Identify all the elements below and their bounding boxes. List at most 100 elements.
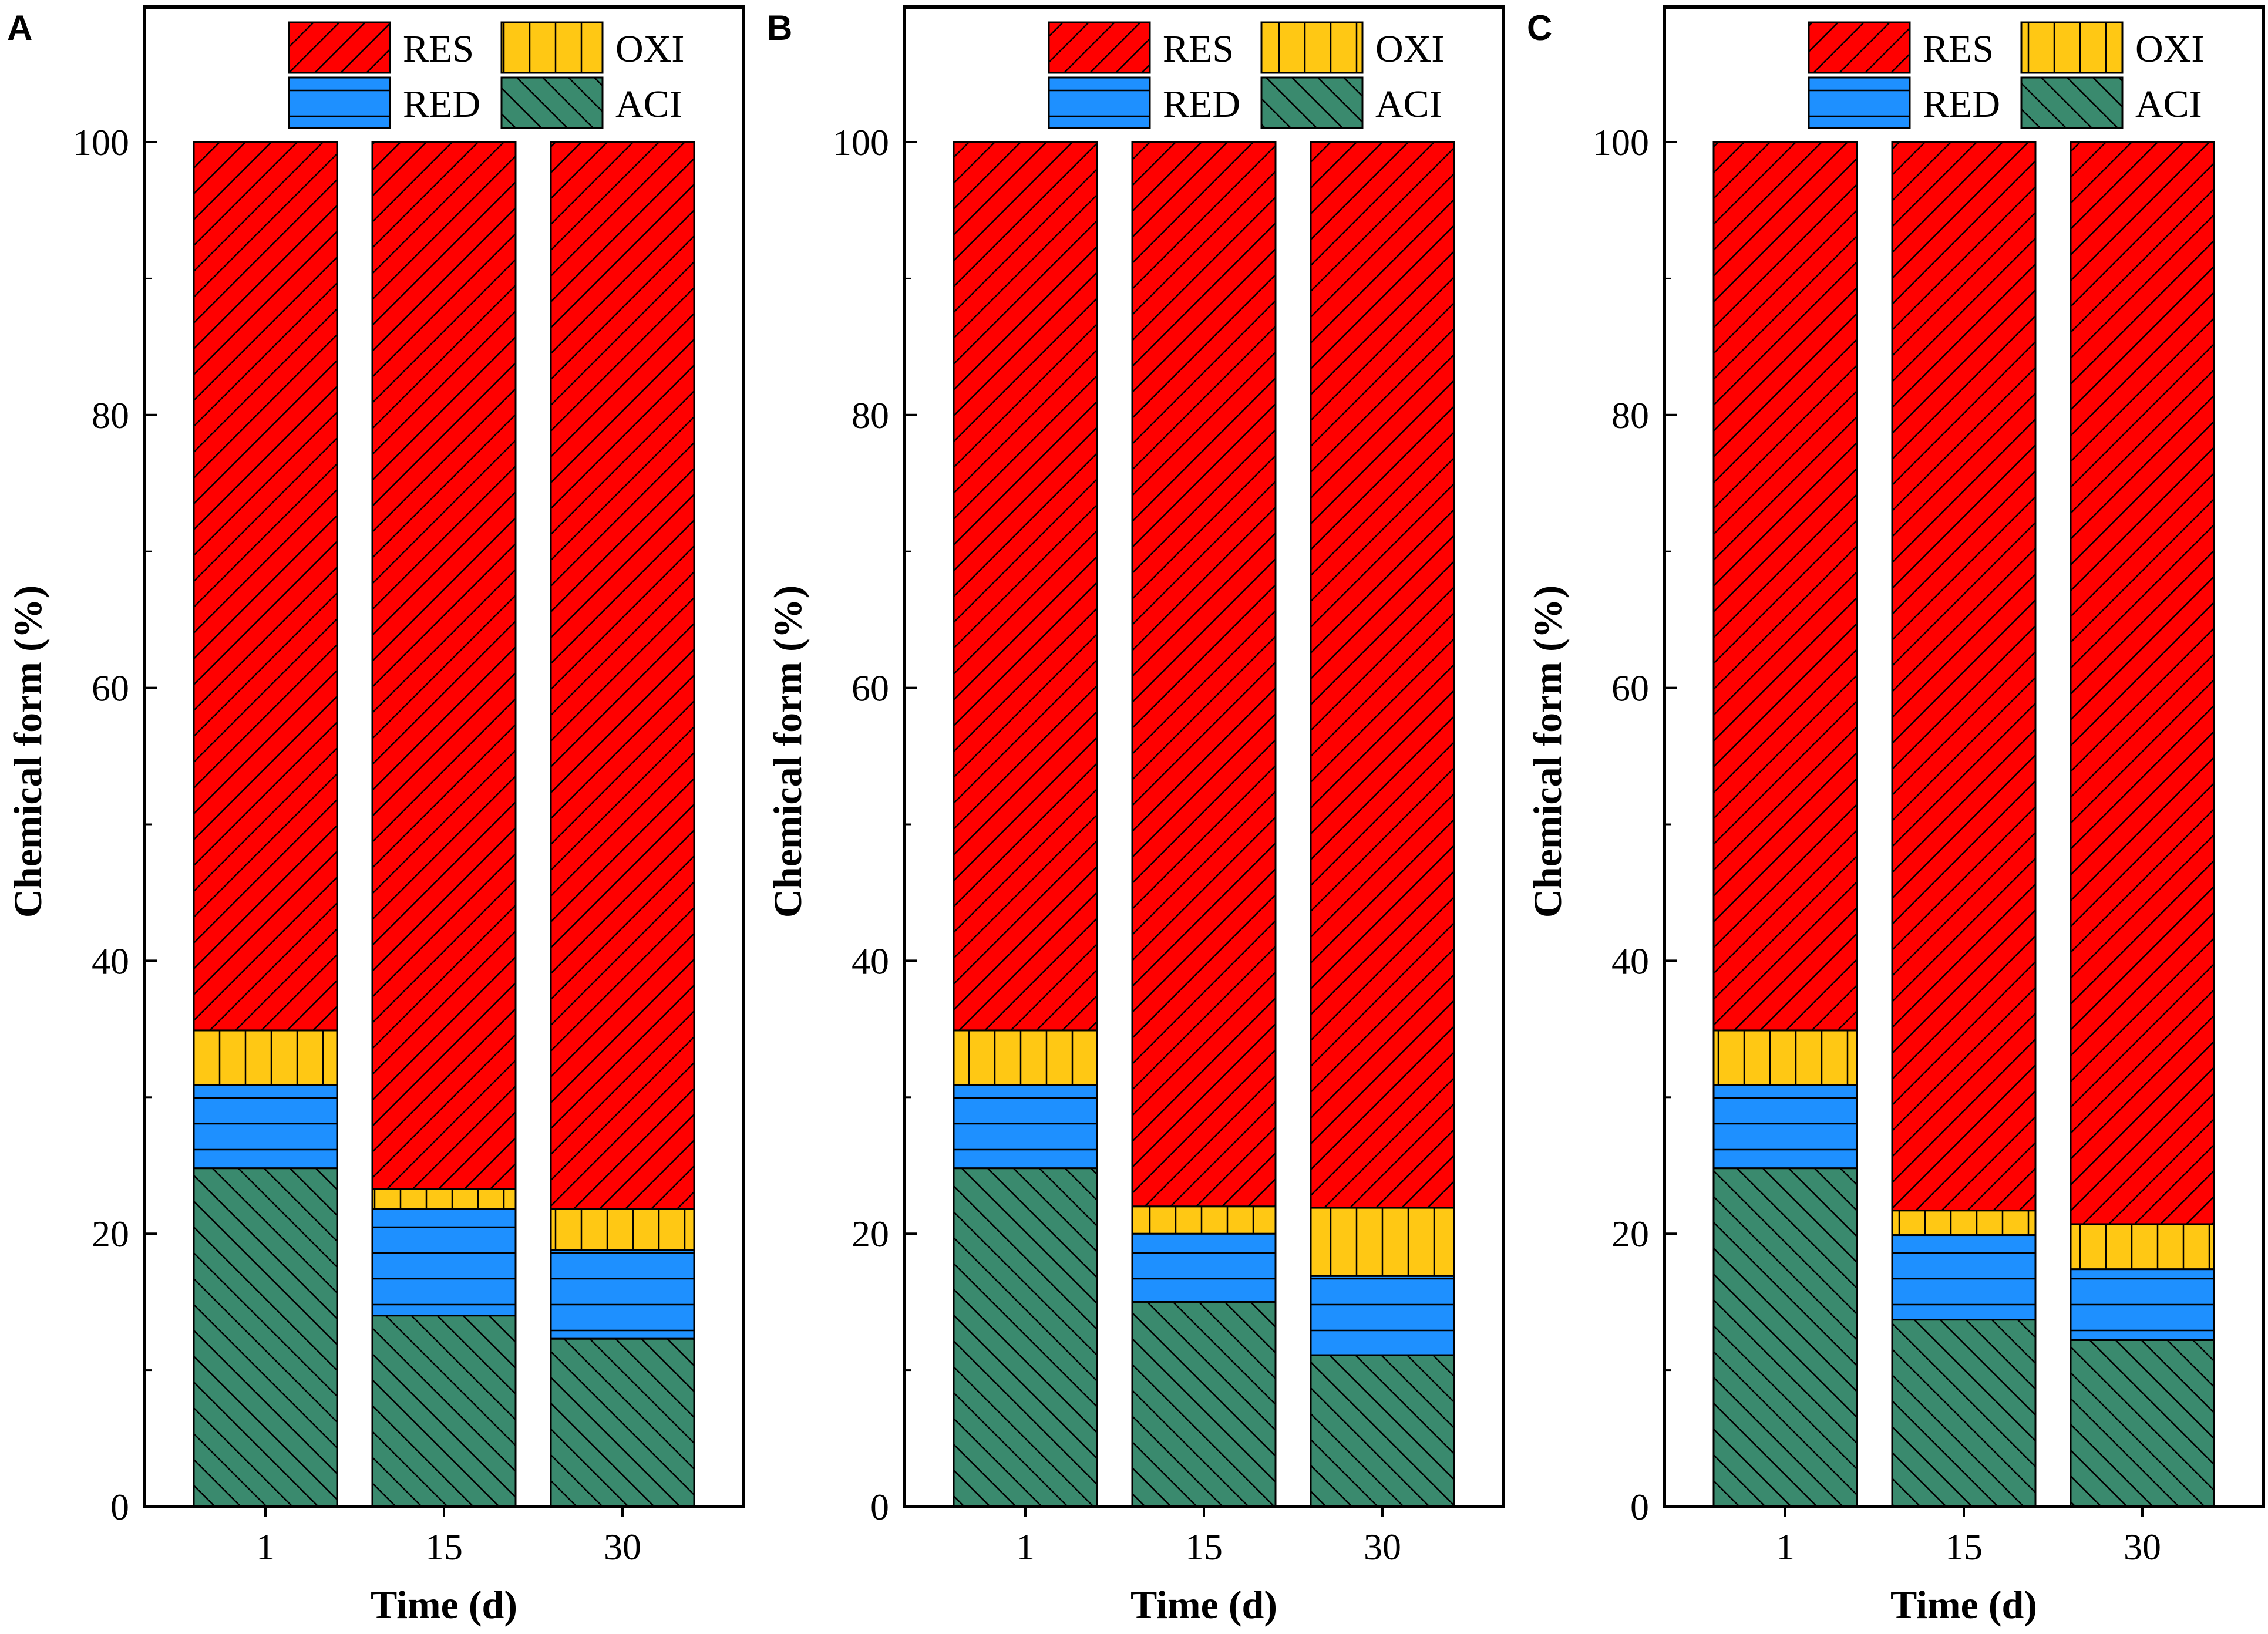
bar-segment-aci-1 bbox=[953, 1167, 1098, 1508]
y-tick-label: 60 bbox=[92, 668, 129, 709]
bar-segment-oxi-1 bbox=[1712, 1029, 1858, 1086]
legend-swatch-res bbox=[1048, 21, 1151, 74]
legend-swatch-aci bbox=[2020, 76, 2124, 129]
y-tick-label: 20 bbox=[92, 1213, 129, 1255]
bar-segment-aci-15 bbox=[371, 1315, 517, 1508]
y-tick-label: 40 bbox=[852, 940, 889, 982]
x-tick-label: 1 bbox=[1776, 1526, 1795, 1568]
bar-segment-aci-15 bbox=[1131, 1301, 1277, 1508]
panel-label: C bbox=[1527, 8, 1552, 48]
bar-segment-red-15 bbox=[1131, 1232, 1277, 1303]
bar-segment-red-1 bbox=[953, 1084, 1098, 1170]
y-axis-title: Chemical form (%) bbox=[1525, 585, 1570, 918]
y-axis-title: Chemical form (%) bbox=[765, 585, 810, 918]
bar-segment-oxi-15 bbox=[371, 1188, 517, 1210]
bar-segment-aci-30 bbox=[2070, 1339, 2215, 1508]
bar-segment-res-1 bbox=[953, 141, 1098, 1032]
x-tick-label: 1 bbox=[256, 1526, 275, 1568]
bar-segment-aci-15 bbox=[1891, 1319, 2037, 1508]
bar-segment-oxi-1 bbox=[953, 1029, 1098, 1086]
legend-label-red: RED bbox=[1163, 83, 1240, 126]
chart-panel-a: A 1 15 30 0 20 40 60 80 100 Time (d) Chemical form … bbox=[5, 5, 745, 1627]
legend-swatch-red bbox=[1048, 76, 1151, 129]
bar-segment-res-30 bbox=[1310, 141, 1455, 1209]
panel-label: A bbox=[7, 8, 32, 48]
legend-swatch-aci bbox=[1260, 76, 1364, 129]
legend-label-oxi: OXI bbox=[615, 28, 684, 70]
bar-segment-red-30 bbox=[1310, 1275, 1455, 1356]
legend-label-aci: ACI bbox=[615, 83, 682, 126]
legend-label-aci: ACI bbox=[2135, 83, 2202, 126]
y-tick-label: 80 bbox=[92, 395, 129, 436]
bar-segment-oxi-1 bbox=[193, 1029, 338, 1086]
legend-swatch-aci bbox=[500, 76, 604, 129]
y-tick-label: 80 bbox=[1611, 395, 1649, 436]
bar-segment-aci-1 bbox=[193, 1167, 338, 1508]
bar-segment-oxi-30 bbox=[1310, 1207, 1455, 1277]
bar-segment-red-15 bbox=[371, 1208, 517, 1317]
y-tick-label: 60 bbox=[1611, 668, 1649, 709]
bar-segment-red-15 bbox=[1891, 1234, 2037, 1321]
legend-label-red: RED bbox=[403, 83, 480, 126]
legend-swatch-red bbox=[1808, 76, 1911, 129]
chart-panel-c: C 1 15 30 0 20 40 60 80 100 Time (d) Chemical form … bbox=[1525, 5, 2265, 1627]
y-tick-label: 40 bbox=[92, 940, 129, 982]
legend-label-res: RES bbox=[1163, 28, 1234, 70]
bar-segment-red-1 bbox=[193, 1084, 338, 1170]
bar-segment-res-15 bbox=[371, 141, 517, 1190]
x-tick-label: 15 bbox=[1185, 1526, 1223, 1568]
x-axis-title: Time (d) bbox=[371, 1582, 517, 1627]
bar-segment-res-1 bbox=[193, 141, 338, 1032]
bar-segment-res-30 bbox=[550, 141, 695, 1210]
y-tick-label: 20 bbox=[852, 1213, 889, 1255]
y-tick-label: 100 bbox=[833, 122, 889, 163]
x-tick-label: 30 bbox=[604, 1526, 641, 1568]
bar-segment-oxi-30 bbox=[2070, 1223, 2215, 1271]
bar-segment-oxi-15 bbox=[1131, 1205, 1277, 1235]
bar-segment-aci-1 bbox=[1712, 1167, 1858, 1508]
x-axis-title: Time (d) bbox=[1130, 1582, 1277, 1627]
bar-segment-oxi-30 bbox=[550, 1208, 695, 1251]
legend-swatch-oxi bbox=[500, 21, 604, 74]
bar-segment-res-15 bbox=[1131, 141, 1277, 1208]
bar-segment-oxi-15 bbox=[1891, 1210, 2037, 1237]
legend-label-aci: ACI bbox=[1375, 83, 1442, 126]
legend-label-res: RES bbox=[1923, 28, 1994, 70]
bar-segment-red-1 bbox=[1712, 1084, 1858, 1170]
y-tick-label: 100 bbox=[73, 122, 129, 163]
bar-segment-res-1 bbox=[1712, 141, 1858, 1032]
bar-segment-red-30 bbox=[2070, 1268, 2215, 1341]
y-tick-label: 80 bbox=[852, 395, 889, 436]
legend-swatch-red bbox=[288, 76, 391, 129]
x-axis-title: Time (d) bbox=[1890, 1582, 2037, 1627]
bar-segment-res-30 bbox=[2070, 141, 2215, 1225]
x-tick-label: 15 bbox=[1945, 1526, 1983, 1568]
panel-label: B bbox=[767, 8, 792, 48]
chart-panel-b: B 1 15 30 0 20 40 60 80 100 Time (d) Chemical form … bbox=[765, 5, 1505, 1627]
legend-swatch-res bbox=[1808, 21, 1911, 74]
legend-label-red: RED bbox=[1923, 83, 2000, 126]
bar-segment-aci-30 bbox=[550, 1337, 695, 1508]
y-tick-label: 0 bbox=[110, 1486, 129, 1528]
legend-label-res: RES bbox=[403, 28, 474, 70]
y-tick-label: 40 bbox=[1611, 940, 1649, 982]
legend-label-oxi: OXI bbox=[2135, 28, 2204, 70]
x-tick-label: 1 bbox=[1016, 1526, 1035, 1568]
y-tick-label: 100 bbox=[1593, 122, 1649, 163]
bar-segment-res-15 bbox=[1891, 141, 2037, 1212]
x-tick-label: 30 bbox=[1364, 1526, 1401, 1568]
plot-frame bbox=[1663, 5, 2265, 1508]
y-tick-label: 20 bbox=[1611, 1213, 1649, 1255]
legend-swatch-res bbox=[288, 21, 391, 74]
y-tick-label: 0 bbox=[870, 1486, 889, 1528]
y-tick-label: 60 bbox=[852, 668, 889, 709]
x-tick-label: 15 bbox=[425, 1526, 463, 1568]
plot-frame bbox=[903, 5, 1505, 1508]
legend-swatch-oxi bbox=[2020, 21, 2124, 74]
y-axis-title: Chemical form (%) bbox=[5, 585, 50, 918]
bar-segment-red-30 bbox=[550, 1249, 695, 1340]
x-tick-label: 30 bbox=[2124, 1526, 2161, 1568]
legend-swatch-oxi bbox=[1260, 21, 1364, 74]
legend-label-oxi: OXI bbox=[1375, 28, 1444, 70]
